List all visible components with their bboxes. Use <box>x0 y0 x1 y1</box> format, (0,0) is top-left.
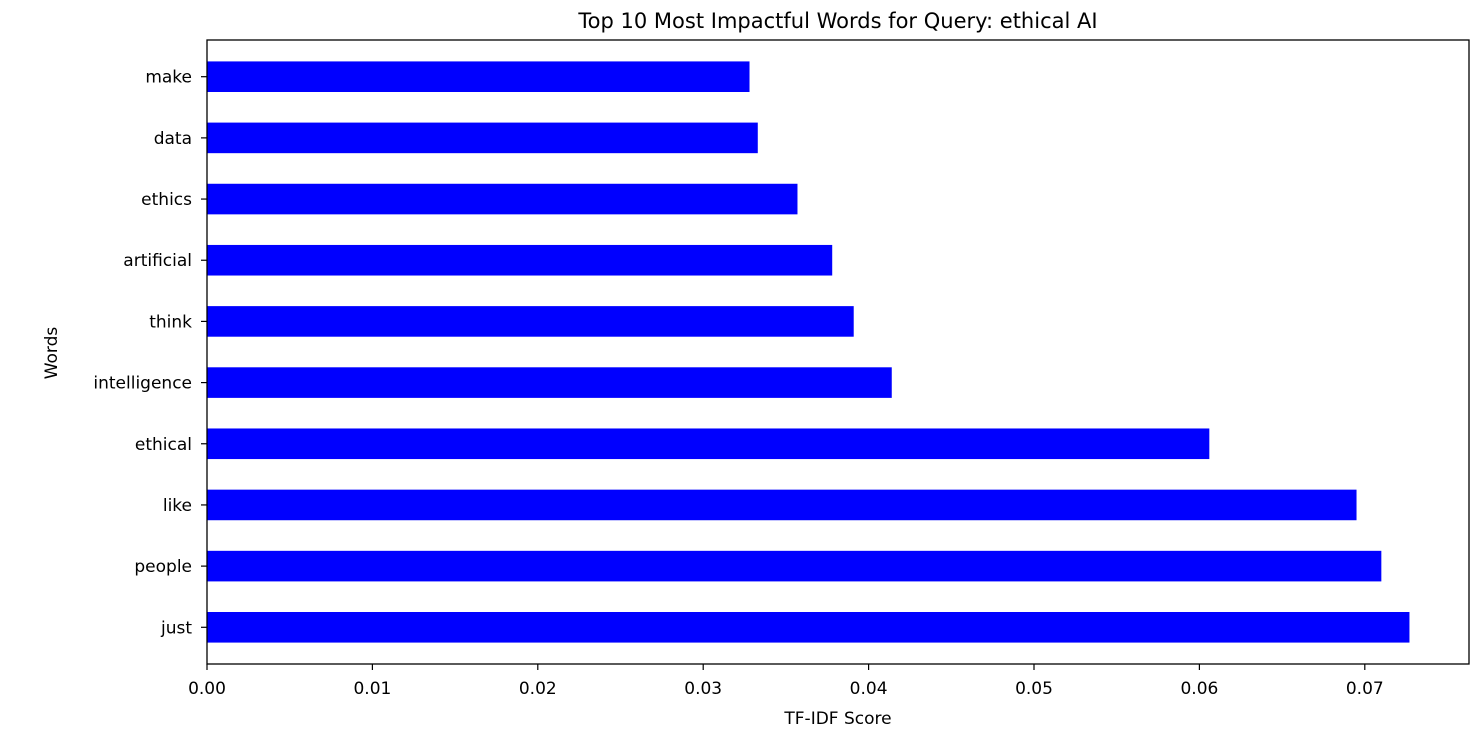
y-tick-label: people <box>134 557 192 577</box>
x-tick-label: 0.04 <box>850 679 888 699</box>
bar-make <box>207 61 750 92</box>
y-tick-label: ethics <box>141 190 192 210</box>
bar-intelligence <box>207 367 892 398</box>
plot-frame <box>206 39 1470 665</box>
y-tick-label: make <box>145 68 192 88</box>
x-tick-label: 0.06 <box>1180 679 1218 699</box>
bar-data <box>207 122 758 154</box>
y-tick-label: artificial <box>123 251 192 271</box>
x-tick-label: 0.01 <box>353 679 391 699</box>
x-tick-label: 0.02 <box>519 679 557 699</box>
y-tick-label: ethical <box>135 435 192 455</box>
x-axis-label: TF-IDF Score <box>783 709 891 729</box>
bar-like <box>207 489 1357 521</box>
y-tick-label: like <box>163 496 192 516</box>
x-tick-label: 0.05 <box>1015 679 1053 699</box>
y-tick-label: think <box>149 312 192 332</box>
x-tick-label: 0.03 <box>684 679 722 699</box>
y-tick-label: just <box>160 618 192 638</box>
chart-title: Top 10 Most Impactful Words for Query: e… <box>577 9 1097 33</box>
x-tick-label: 0.07 <box>1346 679 1384 699</box>
bars-group <box>207 61 1410 643</box>
bar-artificial <box>207 244 833 276</box>
y-axis-label: Words <box>42 327 62 380</box>
y-tick-label: data <box>154 129 192 149</box>
bar-just <box>207 612 1410 643</box>
x-tick-label: 0.00 <box>188 679 226 699</box>
x-axis: 0.00 0.01 0.02 0.03 0.04 0.05 0.06 0.07 <box>188 664 1384 699</box>
y-tick-label: intelligence <box>93 374 192 394</box>
bar-think <box>207 306 854 337</box>
bar-ethics <box>207 183 798 215</box>
bar-ethical <box>207 428 1210 460</box>
y-axis: just people like ethical intelligence think ar… <box>93 68 207 638</box>
bar-people <box>207 550 1382 582</box>
